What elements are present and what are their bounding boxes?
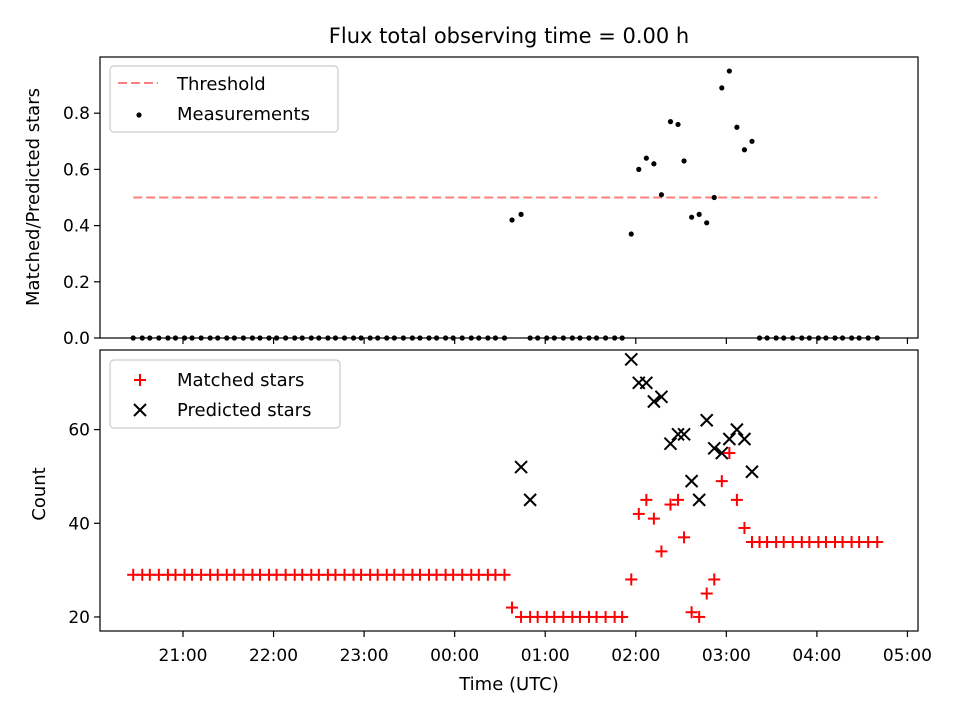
bottom-x-tick-label: 02:00 — [611, 646, 660, 666]
predicted-star-point — [624, 352, 638, 367]
matched-star-point — [625, 573, 638, 586]
bottom-y-tick-label: 60 — [68, 421, 90, 441]
top-y-axis-label: Matched/Predicted stars — [23, 88, 44, 306]
predicted-star-point — [684, 474, 699, 488]
measurement-point — [628, 231, 634, 237]
bottom-y-ticks: 20 40 60 — [68, 421, 100, 628]
predicted-star-point — [639, 376, 654, 390]
matched-star-point — [678, 531, 691, 544]
bottom-y-tick-label: 40 — [68, 514, 90, 534]
matched-star-point — [708, 573, 721, 586]
measurement-point — [719, 85, 725, 91]
top-y-tick-label: 0.0 — [63, 329, 90, 349]
matched-star-point — [730, 493, 743, 506]
matched-star-point — [498, 568, 511, 581]
predicted-star-point — [523, 493, 537, 507]
bottom-plot-frame — [99, 349, 919, 632]
predicted-star-point — [737, 432, 752, 446]
top-legend-box — [109, 65, 339, 133]
bottom-x-ticks: 21:00 22:00 23:00 00:00 01:00 02:00 03:00 04:00… — [159, 631, 932, 666]
bottom-x-tick-label: 04:00 — [792, 646, 841, 666]
bottom-x-tick-label: 23:00 — [340, 646, 389, 666]
measurement-point — [681, 158, 687, 164]
matched-star-point — [715, 475, 728, 488]
matched-legend-label: Matched stars — [177, 370, 304, 391]
matched-star-point — [871, 536, 884, 549]
predicted-star-point — [707, 441, 721, 456]
predicted-legend-label: Predicted stars — [177, 400, 311, 421]
matched-star-point — [647, 512, 660, 525]
bottom-x-tick-label: 21:00 — [159, 646, 208, 666]
measurement-point — [658, 192, 665, 198]
chart-title: Flux total observing time = 0.00 h — [329, 24, 689, 48]
top-y-tick-label: 0.2 — [63, 273, 90, 293]
measurement-point — [749, 138, 755, 144]
measurement-point — [689, 214, 695, 220]
measurement-point — [518, 211, 524, 217]
matched-star-point — [672, 493, 685, 506]
top-legend: Threshold Measurements — [109, 65, 339, 133]
measurement-point — [643, 155, 649, 161]
measurement-point — [667, 119, 674, 125]
matched-star-point — [632, 507, 645, 520]
predicted-star-point — [715, 446, 729, 460]
predicted-star-point — [514, 460, 528, 474]
top-y-tick-label: 0.6 — [63, 160, 90, 180]
matched-star-point — [664, 498, 677, 511]
predicted-star-point — [745, 465, 759, 479]
predicted-star-point — [663, 436, 678, 451]
matched-star-point — [616, 610, 629, 623]
top-y-tick-label: 0.8 — [63, 104, 90, 124]
predicted-stars-points — [514, 352, 759, 507]
top-panel: Flux total observing time = 0.00 h 0.00.… — [23, 24, 919, 349]
top-y-ticks: 0.0 0.2 0.4 0.6 0.8 — [63, 104, 100, 349]
bottom-x-tick-label: 01:00 — [521, 646, 570, 666]
measurement-point — [675, 121, 681, 128]
predicted-star-point — [722, 432, 737, 446]
bottom-panel: 20 40 60 21:00 22:00 23:00 00:00 01:00 02:00 03:… — [29, 349, 932, 695]
predicted-star-point — [654, 390, 669, 404]
matched-star-point — [640, 493, 653, 506]
measurement-point — [651, 161, 657, 167]
matched-star-point — [506, 601, 519, 614]
bottom-x-tick-label: 22:00 — [249, 646, 298, 666]
bottom-legend: Matched stars Predicted stars — [109, 359, 341, 429]
measurement-point — [734, 124, 740, 130]
measurements-legend-label: Measurements — [177, 104, 310, 125]
measurement-point — [726, 68, 732, 74]
bottom-x-tick-label: 05:00 — [883, 646, 932, 666]
predicted-star-point — [700, 413, 714, 427]
matched-stars-points — [127, 447, 884, 623]
measurement-point — [696, 211, 702, 217]
threshold-legend-label: Threshold — [176, 74, 266, 95]
measurement-point — [741, 147, 748, 153]
x-axis-label: Time (UTC) — [458, 674, 559, 695]
matched-star-point — [700, 587, 713, 600]
matched-legend-swatch — [134, 374, 146, 386]
predicted-star-point — [692, 493, 706, 507]
top-plot-frame — [99, 56, 919, 339]
matched-star-point — [655, 545, 668, 558]
measurement-point — [509, 217, 515, 223]
measurement-point — [704, 220, 710, 226]
predicted-star-point — [730, 422, 744, 437]
predicted-star-point — [647, 394, 661, 409]
measurement-point — [636, 166, 642, 172]
predicted-legend-swatch — [133, 403, 147, 417]
top-y-tick-label: 0.4 — [63, 217, 90, 237]
measurement-point — [711, 194, 717, 201]
bottom-y-tick-label: 20 — [68, 608, 90, 628]
bottom-y-axis-label: Count — [29, 467, 50, 520]
bottom-legend-box — [109, 359, 341, 429]
matched-star-point — [685, 606, 698, 619]
matched-star-point — [738, 521, 751, 534]
predicted-star-point — [677, 427, 691, 442]
matched-star-point — [693, 610, 706, 623]
predicted-star-point — [671, 427, 685, 442]
bottom-x-tick-label: 03:00 — [702, 646, 751, 666]
bottom-x-tick-label: 00:00 — [430, 646, 479, 666]
measurements-legend-swatch — [136, 112, 142, 118]
matched-star-point — [723, 447, 736, 460]
